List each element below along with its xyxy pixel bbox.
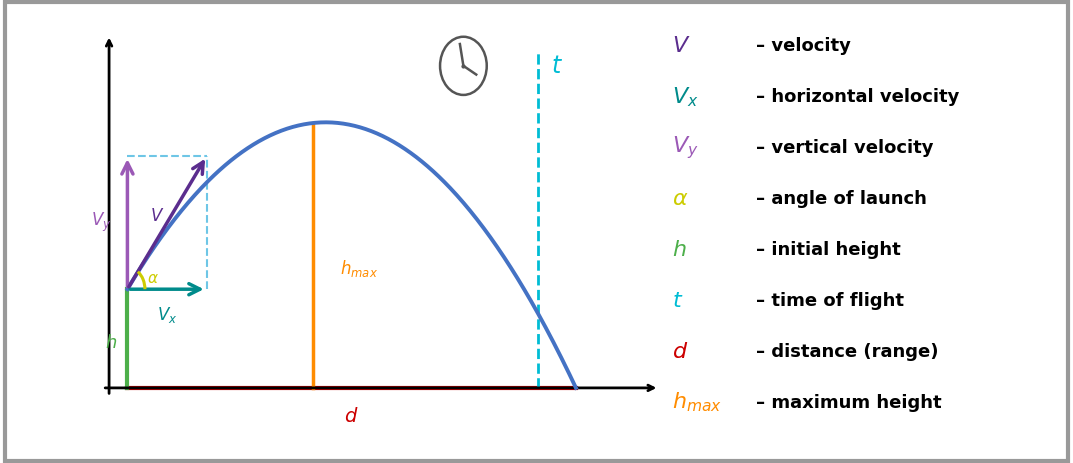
Text: $\alpha$: $\alpha$ [147,271,159,286]
Text: – time of flight: – time of flight [756,292,905,310]
Text: $V$: $V$ [672,36,691,56]
Text: – maximum height: – maximum height [756,394,942,412]
Text: $V$: $V$ [150,207,164,225]
Text: $V_y$: $V_y$ [90,211,111,234]
Text: – velocity: – velocity [756,37,851,55]
Text: $d$: $d$ [672,342,688,362]
Text: $V_y$: $V_y$ [672,135,699,162]
Text: $h$: $h$ [672,240,687,260]
Text: $V_x$: $V_x$ [672,85,699,109]
Text: – distance (range): – distance (range) [756,343,939,361]
Text: – angle of launch: – angle of launch [756,190,927,208]
Text: – initial height: – initial height [756,241,901,259]
Text: – horizontal velocity: – horizontal velocity [756,88,960,106]
Text: $t$: $t$ [550,54,562,78]
Text: $d$: $d$ [344,407,358,426]
Text: $V_x$: $V_x$ [157,305,177,325]
Text: $h_{max}$: $h_{max}$ [340,258,378,279]
Text: $\alpha$: $\alpha$ [672,189,688,209]
Text: $h_{max}$: $h_{max}$ [672,391,722,414]
Text: $h$: $h$ [105,334,117,352]
Text: – vertical velocity: – vertical velocity [756,139,934,157]
Text: $t$: $t$ [672,291,684,311]
